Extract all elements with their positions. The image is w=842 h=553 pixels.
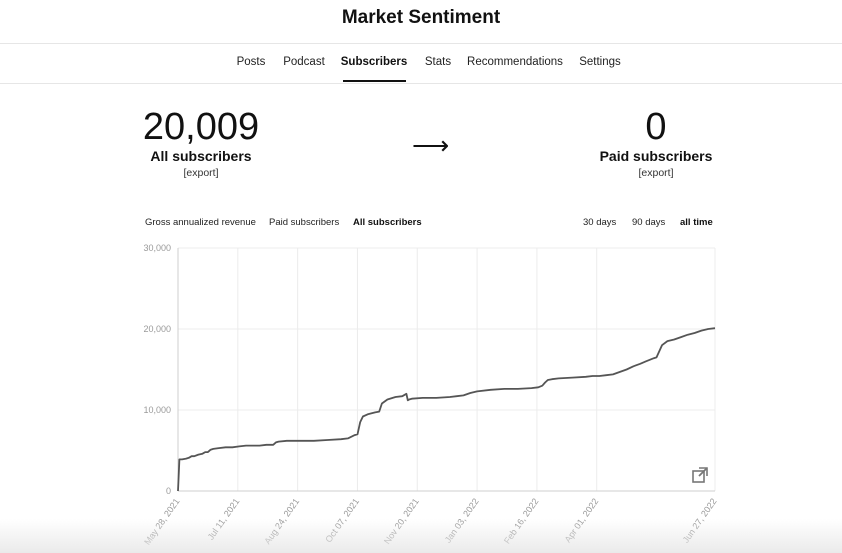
range-tab-90-days[interactable]: 90 days [632, 217, 666, 228]
paid-subscribers-export-link[interactable]: [export] [638, 167, 674, 179]
external-link-icon[interactable] [691, 466, 709, 484]
metric-tab-paid-subscribers[interactable]: Paid subscribers [269, 217, 340, 228]
range-tab-all-time[interactable]: all time [680, 217, 713, 228]
x-tick-label: Jan 03, 2022 [443, 496, 481, 544]
paid-subscribers-summary: 0 Paid subscribers [export] [600, 107, 713, 181]
x-tick-label: Oct 07, 2021 [323, 496, 361, 544]
x-tick-label: Apr 01, 2022 [563, 496, 601, 544]
tab-podcast[interactable]: Podcast [283, 56, 325, 68]
paid-subscribers-label: Paid subscribers [599, 148, 713, 164]
all-subscribers-label: All subscribers [150, 148, 252, 164]
all-subscribers-summary: 20,009 All subscribers [export] [143, 107, 259, 181]
x-tick-label: Aug 24, 2021 [262, 496, 301, 546]
main-nav: Posts Podcast Subscribers Stats Recommen… [0, 44, 842, 83]
x-tick-label: May 28, 2021 [142, 496, 181, 546]
tab-posts[interactable]: Posts [236, 56, 266, 68]
open-in-new-window-icon [692, 467, 708, 483]
tab-subscribers[interactable]: Subscribers [340, 56, 408, 68]
y-tick-label: 30,000 [143, 243, 171, 253]
header-divider [0, 43, 842, 44]
metric-tab-gross-revenue[interactable]: Gross annualized revenue [145, 217, 256, 228]
tab-settings[interactable]: Settings [579, 56, 621, 68]
all-subscribers-export-link[interactable]: [export] [183, 167, 219, 179]
nav-divider [0, 83, 842, 84]
y-tick-label: 20,000 [143, 324, 171, 334]
metric-tab-all-subscribers[interactable]: All subscribers [353, 217, 422, 228]
right-arrow-icon: ⟶ [412, 130, 450, 160]
y-tick-label: 10,000 [143, 405, 171, 415]
x-tick-label: Jul 11, 2021 [206, 496, 242, 541]
page-title: Market Sentiment [341, 7, 501, 28]
paid-subscribers-count: 0 [645, 106, 667, 148]
range-tab-30-days[interactable]: 30 days [583, 217, 617, 228]
x-tick-label: Nov 20, 2021 [382, 496, 421, 546]
y-tick-label: 0 [166, 486, 171, 496]
tab-stats[interactable]: Stats [424, 56, 452, 68]
active-tab-indicator [343, 80, 406, 82]
tab-recommendations[interactable]: Recommendations [467, 56, 563, 68]
x-tick-label: Jun 27, 2022 [681, 496, 719, 544]
series-line-all-subscribers [177, 327, 716, 492]
all-subscribers-count: 20,009 [142, 106, 260, 148]
x-tick-label: Feb 16, 2022 [502, 496, 541, 545]
